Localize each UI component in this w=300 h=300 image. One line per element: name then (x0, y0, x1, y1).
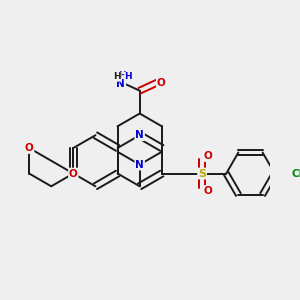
Text: N: N (135, 160, 144, 170)
Text: O: O (157, 78, 166, 88)
Text: Cl: Cl (292, 169, 300, 178)
Text: O: O (203, 151, 212, 161)
Text: H: H (118, 71, 126, 80)
Text: O: O (69, 169, 78, 178)
Text: N: N (135, 130, 144, 140)
Text: H: H (114, 72, 121, 81)
Text: H: H (124, 72, 132, 81)
Text: N: N (116, 79, 125, 89)
Text: O: O (203, 186, 212, 196)
Text: S: S (198, 169, 206, 178)
Text: O: O (25, 143, 34, 153)
